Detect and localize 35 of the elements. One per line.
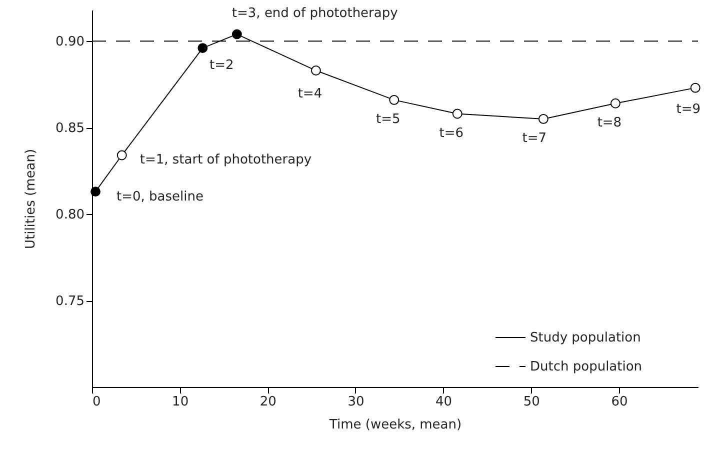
annotation: t=5: [376, 112, 400, 127]
point: [389, 94, 400, 105]
point: [452, 108, 462, 119]
point: [538, 114, 548, 124]
annotation: t=2: [210, 58, 234, 74]
annotation: t=9: [676, 102, 700, 117]
x-tick-label: 40: [436, 394, 452, 410]
legend-label: Dutch population: [530, 360, 642, 374]
annotation: t=4: [298, 86, 322, 102]
point: [310, 66, 321, 76]
annotation: t=3, end of phototherapy: [232, 6, 398, 22]
annotation: t=6: [439, 126, 464, 141]
point: [690, 82, 700, 93]
y-tick-label: 0.80: [56, 208, 84, 223]
y-tick-label: 0.85: [56, 121, 84, 136]
x-tick-label: 20: [260, 394, 276, 410]
annotation: t=1, start of phototherapy: [140, 152, 312, 168]
x-tick-label: 10: [172, 394, 189, 410]
annotation: t=0, baseline: [116, 190, 204, 205]
y-tick-label: 0.75: [56, 294, 84, 310]
y-axis-title: Utilities (mean): [24, 148, 39, 250]
x-axis-title: Time (weeks, mean): [328, 418, 462, 432]
point: [232, 29, 242, 40]
point: [610, 98, 620, 108]
annotation: t=8: [597, 115, 622, 130]
y-tick-label: 0.90: [56, 34, 84, 50]
point: [116, 150, 127, 160]
x-tick-label: 50: [523, 394, 540, 410]
x-tick-label: 60: [611, 394, 628, 410]
point: [198, 43, 208, 54]
point: [90, 186, 100, 197]
annotation: t=7: [522, 130, 547, 146]
legend-label: Study population: [530, 330, 641, 346]
x-tick-label: 0: [92, 394, 101, 410]
x-tick-label: 30: [348, 394, 364, 410]
